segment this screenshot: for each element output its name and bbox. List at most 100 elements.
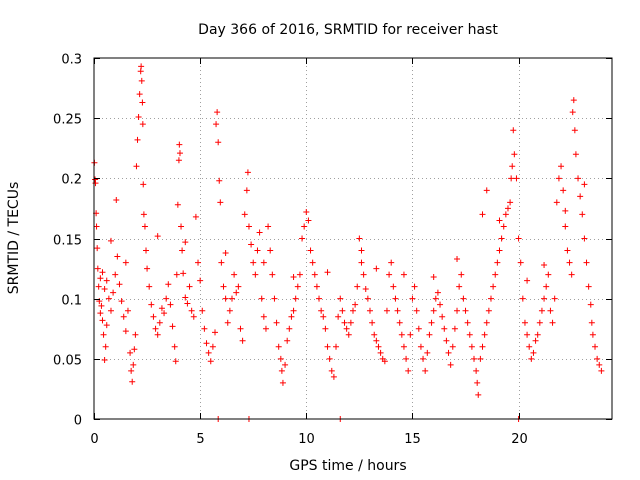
data-point: [517, 259, 524, 266]
data-point: [313, 283, 320, 290]
data-point: [352, 301, 359, 308]
data-point: [173, 271, 180, 278]
data-point: [172, 358, 179, 365]
data-point: [122, 259, 129, 266]
data-point: [466, 331, 473, 338]
data-point: [201, 325, 208, 332]
data-point: [182, 239, 189, 246]
data-point: [141, 223, 148, 230]
data-point: [163, 295, 170, 302]
data-point: [303, 209, 310, 216]
data-point: [360, 271, 367, 278]
data-point: [536, 319, 543, 326]
data-point: [171, 343, 178, 350]
data-point: [318, 307, 325, 314]
data-point: [426, 331, 433, 338]
data-point: [118, 298, 125, 305]
data-point: [176, 150, 183, 157]
data-point: [347, 319, 354, 326]
data-point: [322, 325, 329, 332]
data-point: [589, 331, 596, 338]
data-point: [190, 313, 197, 320]
data-point: [596, 361, 603, 368]
data-point: [278, 367, 285, 374]
data-point: [216, 177, 223, 184]
data-point: [184, 300, 191, 307]
data-point: [507, 199, 514, 206]
data-point: [564, 247, 571, 254]
data-point: [581, 181, 588, 188]
data-point: [496, 217, 503, 224]
data-point: [403, 355, 410, 362]
y-tick-label: 0.25: [53, 113, 82, 128]
data-point: [524, 331, 531, 338]
data-point: [212, 329, 219, 336]
data-point: [122, 328, 129, 335]
data-point: [296, 271, 303, 278]
data-point: [430, 307, 437, 314]
data-point: [343, 325, 350, 332]
data-point: [139, 121, 146, 128]
data-point: [169, 323, 176, 330]
data-point: [477, 355, 484, 362]
data-point: [244, 169, 251, 176]
data-point: [330, 373, 337, 380]
data-point: [301, 223, 308, 230]
data-point: [309, 259, 316, 266]
data-point: [434, 289, 441, 296]
data-point: [228, 295, 235, 302]
data-point: [498, 235, 505, 242]
data-point: [572, 151, 579, 158]
data-point: [203, 340, 210, 347]
data-point: [483, 187, 490, 194]
data-point: [112, 271, 119, 278]
data-point: [366, 307, 373, 314]
data-point: [128, 367, 135, 374]
grid-lines: [94, 58, 612, 419]
data-point: [549, 319, 556, 326]
data-point: [143, 247, 150, 254]
y-tick-label: 0: [74, 414, 82, 429]
data-point: [383, 307, 390, 314]
data-point: [392, 295, 399, 302]
data-point: [95, 283, 102, 290]
data-point: [99, 269, 106, 276]
data-point: [138, 77, 145, 84]
data-point: [218, 259, 225, 266]
data-point: [107, 237, 114, 244]
data-point: [260, 259, 267, 266]
data-point: [174, 201, 181, 208]
data-point: [417, 343, 424, 350]
data-point: [176, 141, 183, 148]
data-point: [97, 310, 104, 317]
data-point: [356, 235, 363, 242]
data-point: [324, 343, 331, 350]
x-tick-label: 5: [196, 432, 204, 447]
data-point: [237, 325, 244, 332]
data-point: [558, 163, 565, 170]
data-point: [239, 337, 246, 344]
data-point: [101, 286, 108, 293]
data-point: [458, 271, 465, 278]
data-point: [245, 223, 252, 230]
data-point: [354, 283, 361, 290]
data-point: [224, 319, 231, 326]
data-point: [464, 319, 471, 326]
data-point: [324, 269, 331, 276]
data-point: [103, 322, 110, 329]
data-point: [139, 99, 146, 106]
data-point: [320, 313, 327, 320]
data-point: [471, 355, 478, 362]
data-point: [133, 163, 140, 170]
data-point: [231, 271, 238, 278]
data-point: [454, 307, 461, 314]
data-point: [400, 271, 407, 278]
data-point: [390, 283, 397, 290]
data-point: [275, 343, 282, 350]
data-point: [451, 325, 458, 332]
data-point: [178, 223, 185, 230]
x-tick-label: 0: [90, 432, 98, 447]
plot-frame: [93, 57, 613, 420]
data-point: [116, 281, 123, 288]
